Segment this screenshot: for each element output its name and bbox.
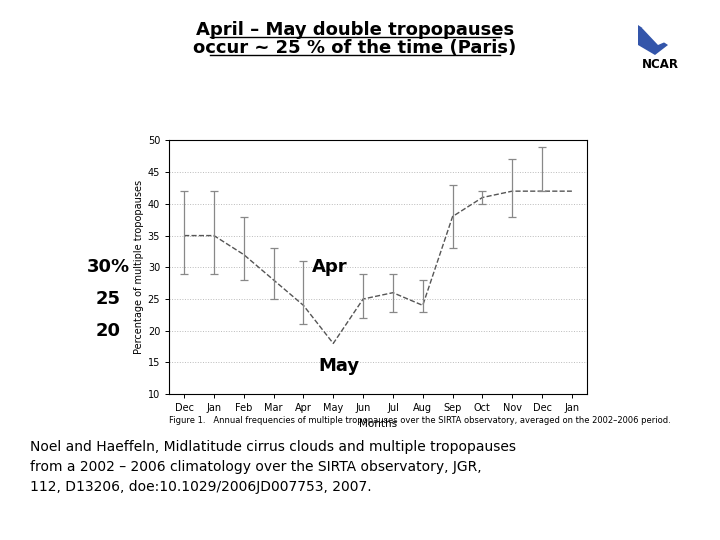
Text: April – May double tropopauses: April – May double tropopauses <box>196 21 514 39</box>
Text: 112, D13206, doe:10.1029/2006JD007753, 2007.: 112, D13206, doe:10.1029/2006JD007753, 2… <box>30 480 372 494</box>
Text: Apr: Apr <box>312 258 348 276</box>
Text: 30%: 30% <box>86 258 130 276</box>
X-axis label: Months: Months <box>359 419 397 429</box>
Text: 25: 25 <box>96 290 120 308</box>
Text: 20: 20 <box>96 322 120 340</box>
Text: May: May <box>318 356 359 375</box>
Text: Noel and Haeffeln, Midlatitude cirrus clouds and multiple tropopauses: Noel and Haeffeln, Midlatitude cirrus cl… <box>30 440 516 454</box>
Polygon shape <box>638 25 668 55</box>
Text: occur ~ 25 % of the time (Paris): occur ~ 25 % of the time (Paris) <box>194 39 517 57</box>
Text: from a 2002 – 2006 climatology over the SIRTA observatory, JGR,: from a 2002 – 2006 climatology over the … <box>30 460 482 474</box>
Text: Figure 1.   Annual frequencies of multiple tropopauses over the SIRTA observator: Figure 1. Annual frequencies of multiple… <box>169 416 671 425</box>
Polygon shape <box>642 28 665 45</box>
Y-axis label: Percentage of multiple tropopauses: Percentage of multiple tropopauses <box>133 180 143 354</box>
Text: NCAR: NCAR <box>642 58 678 71</box>
